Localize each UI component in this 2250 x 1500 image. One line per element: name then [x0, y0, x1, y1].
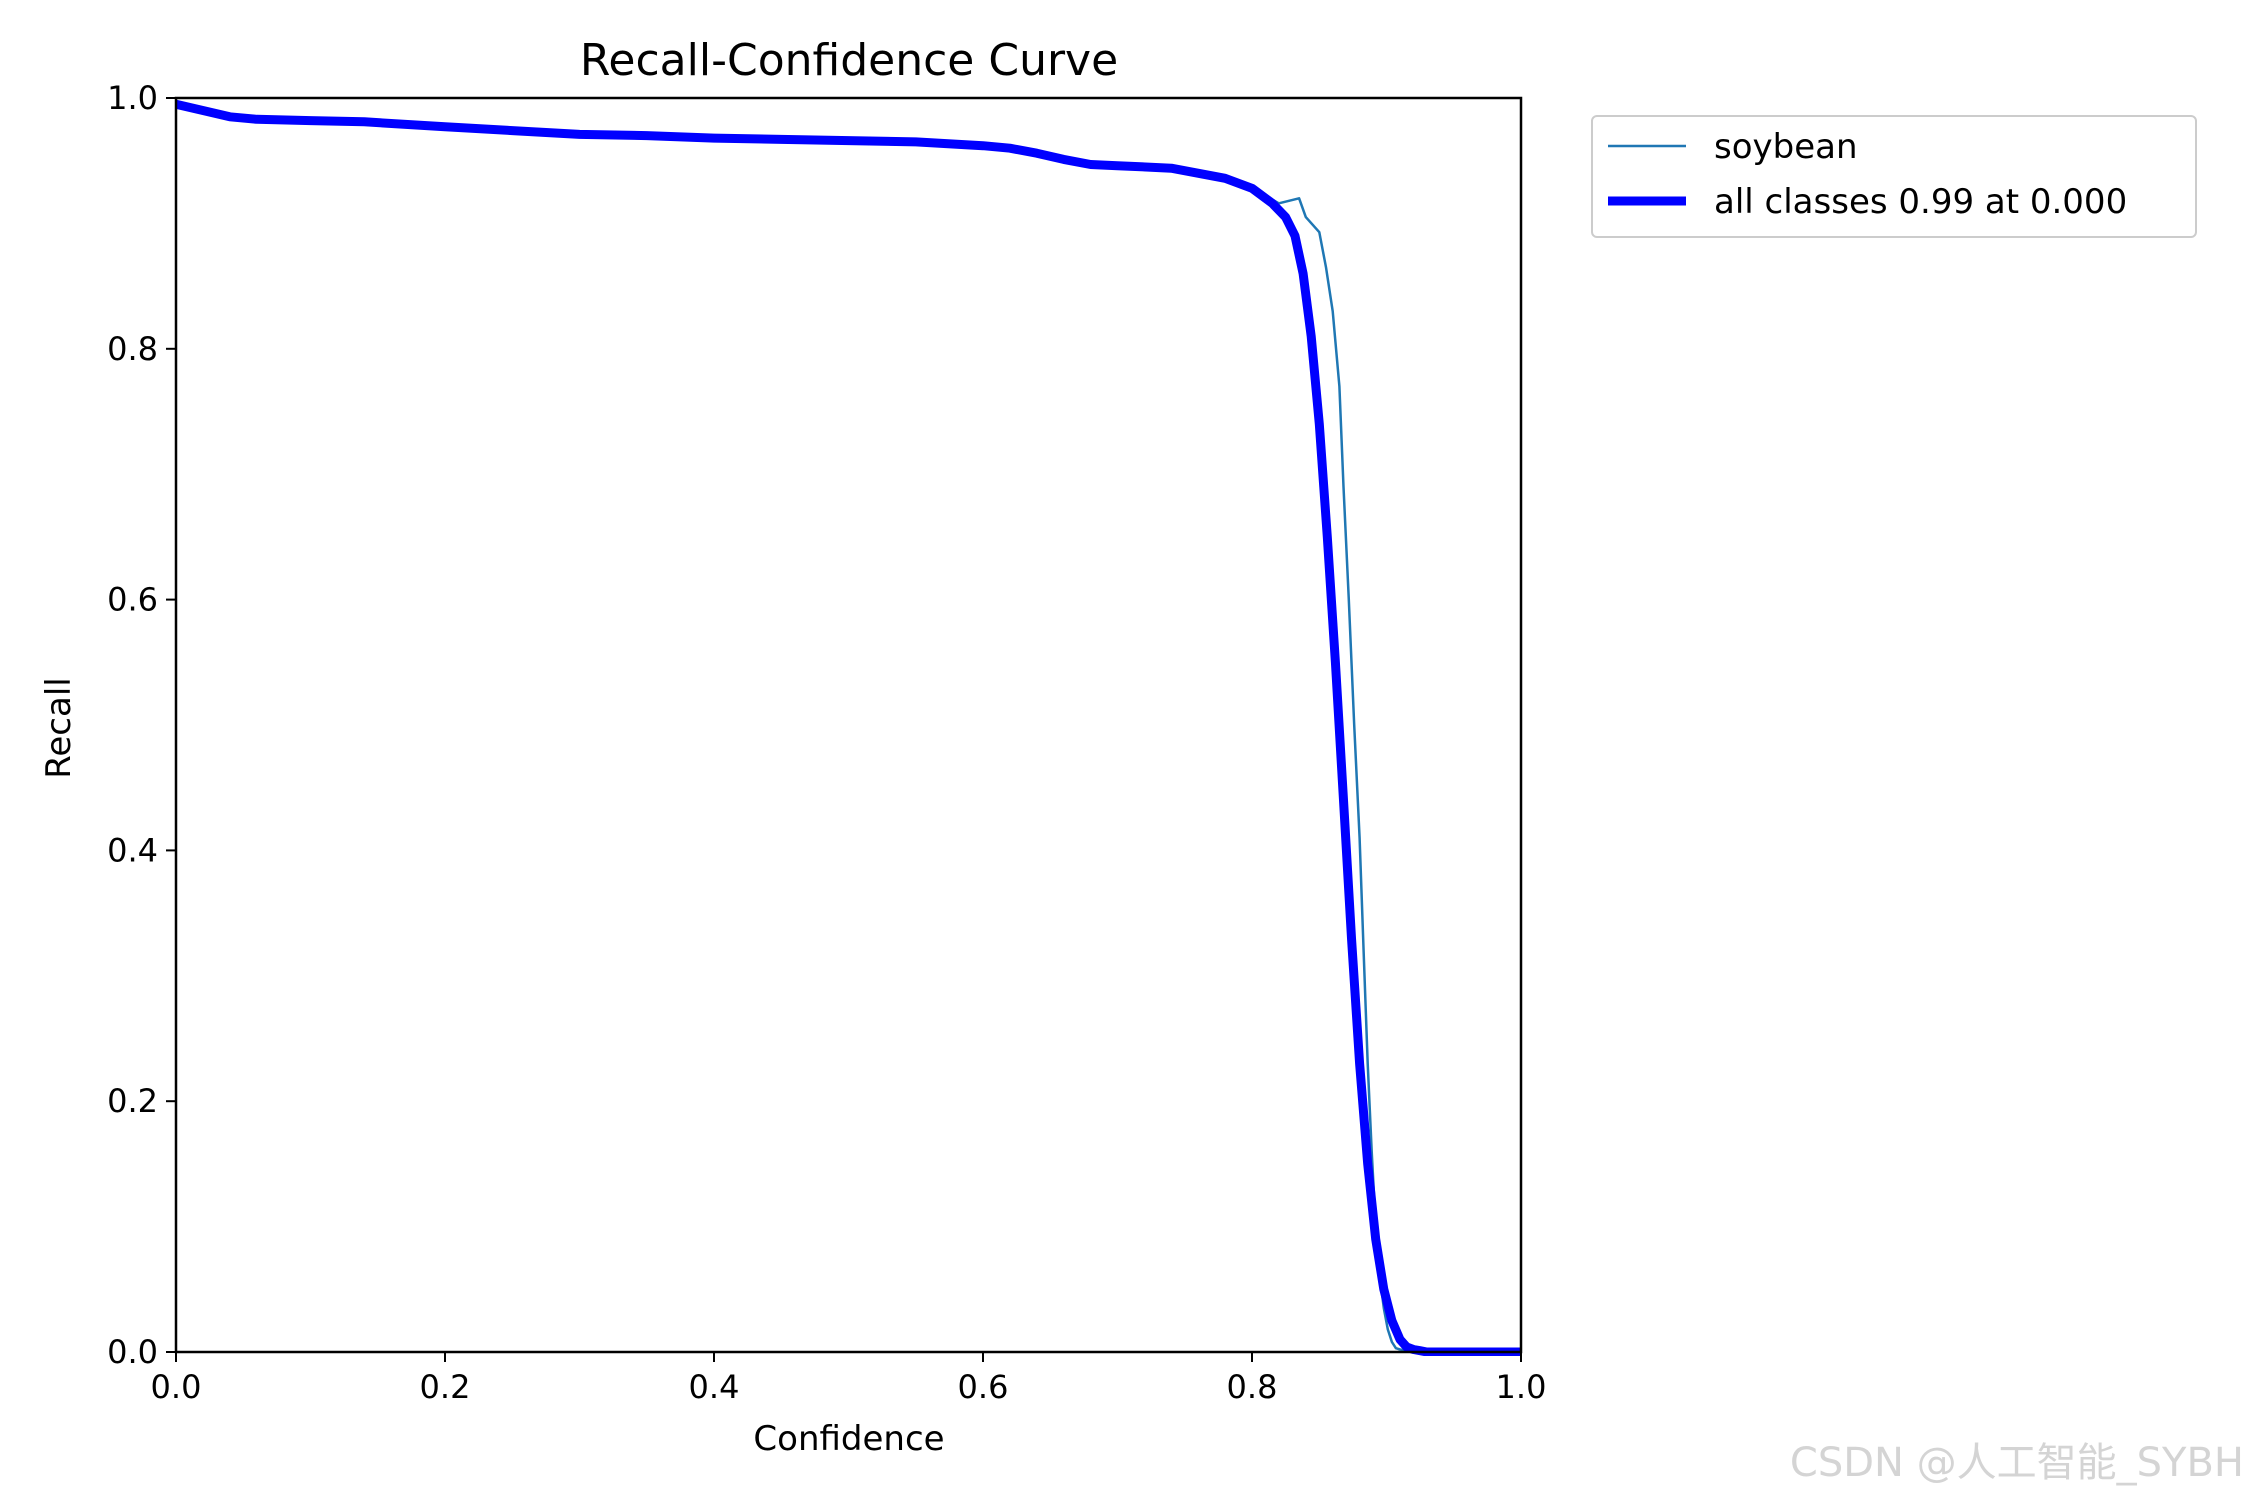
- axes-frame: [174, 96, 1523, 1354]
- plot-area: [174, 96, 1523, 1356]
- y-tick-label: 0.4: [107, 831, 158, 869]
- series-line-all-classes: [176, 99, 1521, 1356]
- legend-label-all-classes: all classes 0.99 at 0.000: [1714, 182, 2127, 222]
- series-line-soybean: [176, 103, 1521, 1354]
- legend-label-soybean: soybean: [1714, 127, 1858, 167]
- legend: soybean all classes 0.99 at 0.000: [1591, 115, 2197, 238]
- x-tick-label: 0.8: [1227, 1368, 1278, 1406]
- y-axis-ticks: 0.0 0.2 0.4 0.6 0.8 1.0: [107, 79, 176, 1371]
- y-tick-label: 1.0: [107, 79, 158, 117]
- x-axis-label: Confidence: [753, 1419, 944, 1459]
- x-tick-label: 0.2: [420, 1368, 471, 1406]
- x-tick-label: 0.0: [151, 1368, 202, 1406]
- legend-box: [1591, 115, 2197, 238]
- y-tick-label: 0.8: [107, 330, 158, 368]
- x-tick-label: 1.0: [1496, 1368, 1547, 1406]
- x-axis-ticks: 0.0 0.2 0.4 0.6 0.8 1.0: [151, 1352, 1547, 1406]
- y-tick-label: 0.6: [107, 581, 158, 619]
- x-tick-label: 0.6: [958, 1368, 1009, 1406]
- watermark: CSDN @人工智能_SYBH: [1789, 1440, 2244, 1486]
- x-tick-label: 0.4: [689, 1368, 740, 1406]
- y-axis-label: Recall: [39, 677, 79, 778]
- y-tick-label: 0.0: [107, 1333, 158, 1371]
- chart-title: Recall-Confidence Curve: [580, 35, 1118, 86]
- y-tick-label: 0.2: [107, 1082, 158, 1120]
